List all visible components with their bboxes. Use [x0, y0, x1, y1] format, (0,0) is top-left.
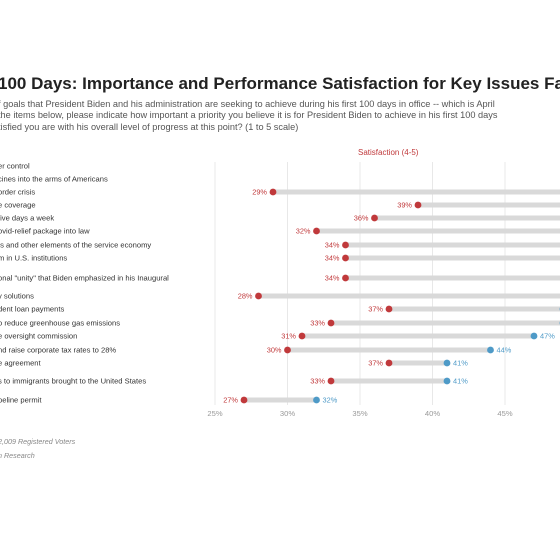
other-dot-14: [487, 346, 494, 354]
legend-satisfaction: Satisfaction (4-5): [358, 148, 419, 157]
x-tick-label-30: 30%: [280, 409, 295, 418]
chart-title: 100 Days: Importance and Performance Sat…: [0, 74, 560, 93]
issue-label-1: er control: [0, 162, 30, 171]
issue-label-4: e coverage: [0, 201, 36, 210]
other-dot-17: [313, 396, 320, 404]
issue-label-12: o reduce greenhouse gas emissions: [0, 319, 120, 328]
chart-subtitle: f goals that President Biden and his adm…: [0, 99, 560, 133]
satisfaction-value-label-17: 27%: [223, 396, 238, 405]
issue-label-7: ts and other elements of the service eco…: [0, 241, 151, 250]
satisfaction-dot-7: [342, 241, 349, 249]
issue-label-13: e oversight commission: [0, 332, 77, 341]
satisfaction-dot-13: [298, 332, 306, 340]
satisfaction-value-label-10: 28%: [238, 292, 253, 301]
satisfaction-value-label-16: 33%: [310, 377, 325, 386]
issue-label-8: m in U.S. institutions: [0, 254, 67, 263]
satisfaction-value-label-12: 33%: [310, 319, 325, 328]
satisfaction-value-label-7: 34%: [325, 241, 340, 250]
subtitle-line-2: the items below, please indicate how imp…: [0, 110, 498, 121]
issue-label-10: y solutions: [0, 292, 34, 301]
satisfaction-value-label-8: 34%: [325, 254, 340, 263]
satisfaction-dot-17: [240, 396, 248, 404]
satisfaction-dot-14: [284, 346, 291, 354]
satisfaction-dot-15: [385, 359, 393, 367]
satisfaction-dot-4: [414, 201, 422, 209]
x-tick-label-35: 35%: [352, 409, 367, 418]
other-value-label-14: 44%: [497, 346, 512, 355]
satisfaction-dot-8: [342, 254, 349, 262]
satisfaction-value-label-14: 30%: [267, 346, 282, 355]
issue-label-2: cines into the arms of Americans: [0, 175, 108, 184]
satisfaction-value-label-15: 37%: [368, 359, 383, 368]
issue-label-9: onal "unity" that Biden emphasized in hi…: [0, 274, 169, 283]
subtitle-line-1: f goals that President Biden and his adm…: [0, 99, 495, 109]
satisfaction-value-label-6: 32%: [296, 227, 311, 236]
satisfaction-value-label-11: 37%: [368, 305, 383, 314]
issue-label-15: e agreement: [0, 359, 42, 368]
issue-label-17: peline permit: [0, 396, 42, 405]
issue-label-11: dent loan payments: [0, 305, 64, 314]
satisfaction-dot-11: [385, 305, 393, 313]
other-value-label-16: 41%: [453, 377, 468, 386]
x-tick-label-25: 25%: [207, 409, 222, 418]
footer-sample: 2,009 Registered Voters: [0, 437, 76, 446]
issue-label-5: five days a week: [0, 214, 54, 223]
footer-source: n Research: [0, 451, 35, 460]
issue-label-16: s to immigrants brought to the United St…: [0, 377, 146, 386]
satisfaction-value-label-4: 39%: [397, 201, 412, 210]
issue-label-14: nd raise corporate tax rates to 28%: [0, 346, 116, 355]
satisfaction-value-label-3: 29%: [252, 188, 267, 197]
satisfaction-dot-3: [269, 188, 277, 196]
other-value-label-13: 47%: [540, 332, 555, 341]
satisfaction-dot-10: [255, 292, 262, 300]
other-dot-16: [443, 377, 451, 385]
issue-label-6: ovid-relief package into law: [0, 227, 90, 236]
other-dot-13: [530, 332, 538, 340]
x-tick-label-45: 45%: [497, 409, 512, 418]
satisfaction-dot-9: [342, 274, 349, 282]
satisfaction-dot-5: [371, 214, 378, 222]
satisfaction-value-label-5: 36%: [354, 214, 369, 223]
satisfaction-dot-6: [313, 227, 320, 235]
subtitle-line-3: tisfied you are with his overall level o…: [0, 121, 299, 132]
other-value-label-15: 41%: [453, 359, 468, 368]
x-tick-label-40: 40%: [425, 409, 440, 418]
other-dot-15: [443, 359, 451, 367]
satisfaction-value-label-9: 34%: [325, 274, 340, 283]
satisfaction-dot-16: [327, 377, 335, 385]
other-value-label-17: 32%: [323, 396, 338, 405]
issue-label-3: order crisis: [0, 188, 35, 197]
satisfaction-dot-12: [327, 319, 335, 327]
satisfaction-value-label-13: 31%: [281, 332, 296, 341]
